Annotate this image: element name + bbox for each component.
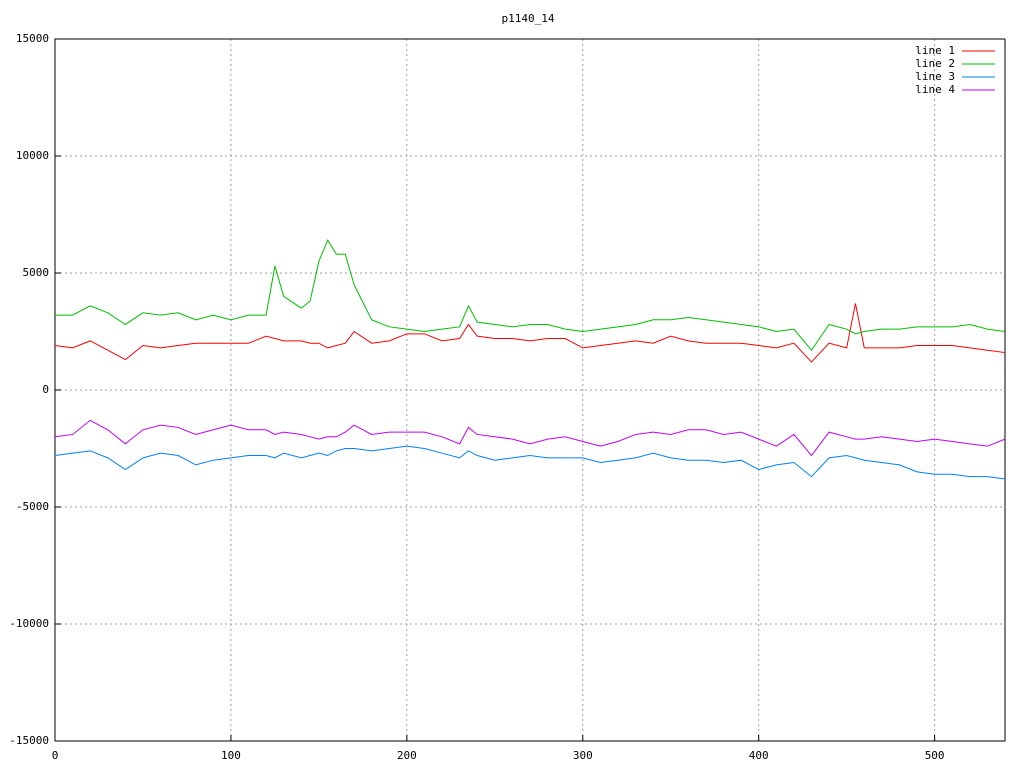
y-tick-label: 0	[42, 383, 49, 396]
y-tick-label: 10000	[16, 149, 49, 162]
y-tick-label: 5000	[23, 266, 50, 279]
x-tick-label: 100	[221, 749, 241, 762]
series-line	[54, 303, 1006, 363]
legend-label: line 3	[915, 70, 955, 83]
series-line	[54, 445, 1006, 480]
x-tick-label: 500	[925, 749, 945, 762]
series-line	[55, 239, 1006, 352]
x-tick-label: 200	[397, 749, 417, 762]
x-tick-label: 400	[749, 749, 769, 762]
x-tick-label: 0	[52, 749, 59, 762]
legend-label: line 1	[915, 44, 955, 57]
y-tick-label: -15000	[9, 734, 49, 747]
plot-border	[54, 38, 1006, 742]
y-tick-label: -10000	[9, 617, 49, 630]
legend-label: line 2	[915, 57, 955, 70]
series-line	[54, 419, 1006, 457]
y-tick-label: 15000	[16, 32, 49, 45]
chart-title: p1140_14	[502, 12, 555, 25]
legend-label: line 4	[915, 83, 955, 96]
x-tick-label: 300	[573, 749, 593, 762]
y-tick-label: -5000	[16, 500, 49, 513]
